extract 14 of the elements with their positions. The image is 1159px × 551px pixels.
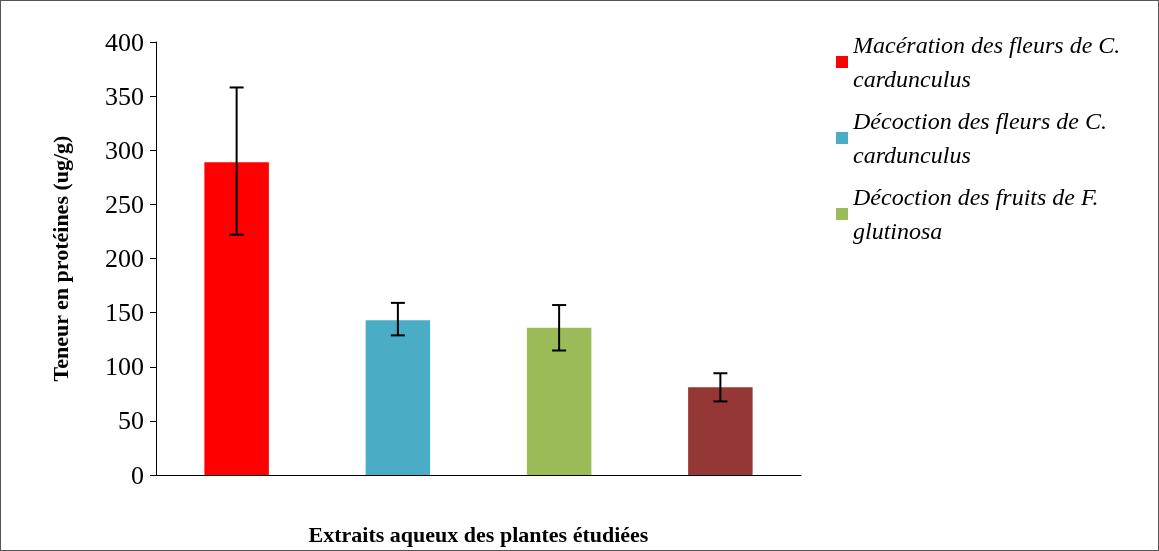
y-tick-label: 0 [131, 460, 144, 490]
legend-label: Décoction des fruits de F. glutinosa [852, 184, 1105, 244]
y-tick-label: 300 [105, 135, 144, 165]
legend-label: Décoction des fleurs de C. cardunculus [852, 108, 1113, 168]
y-tick-label: 400 [105, 27, 144, 57]
y-tick-label: 100 [105, 352, 144, 382]
y-tick-label: 50 [118, 406, 144, 436]
legend-label: Macération des fleurs de C. cardunculus [852, 32, 1127, 92]
x-axis-title: Extraits aqueux des plantes étudiées [308, 521, 649, 547]
y-tick-label: 200 [105, 244, 144, 273]
y-tick-label: 350 [105, 81, 144, 111]
y-tick-label: 250 [105, 189, 144, 219]
y-axis-title: Teneur en protéines (ug/g) [47, 135, 73, 382]
y-tick-label: 150 [105, 298, 144, 328]
